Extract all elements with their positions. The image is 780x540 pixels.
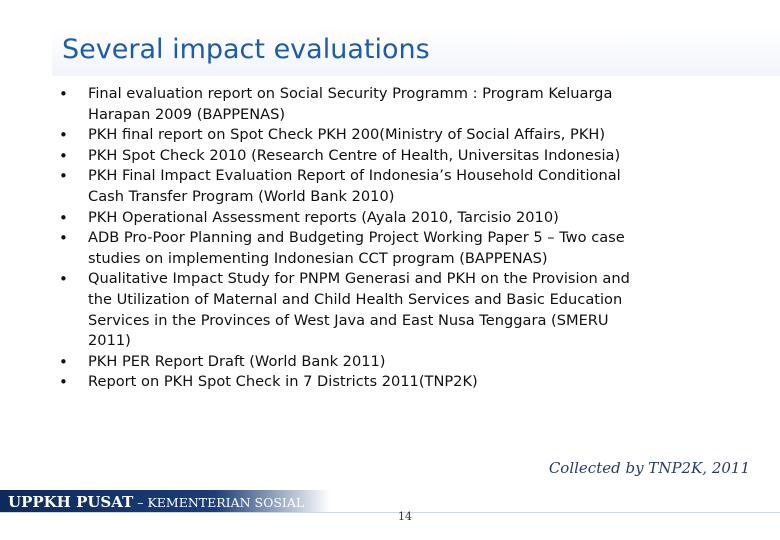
bullet-line: ADB Pro-Poor Planning and Budgeting Proj… xyxy=(88,229,625,247)
footer-org-rest: – KEMENTERIAN SOSIAL xyxy=(133,495,305,510)
bullet-line: Services in the Provinces of West Java a… xyxy=(88,311,609,329)
bullet-line: 2011) xyxy=(88,332,131,350)
bullet-line: Harapan 2009 (BAPPENAS) xyxy=(88,105,286,123)
bullet-line: studies on implementing Indonesian CCT p… xyxy=(88,249,548,267)
slide-title: Several impact evaluations xyxy=(62,34,430,65)
footer-organization: UPPKH PUSAT – KEMENTERIAN SOSIAL xyxy=(8,492,304,511)
bullet-item: Qualitative Impact Study for PNPM Genera… xyxy=(56,269,746,351)
bullet-line: PKH final report on Spot Check PKH 200(M… xyxy=(88,126,606,144)
page-number: 14 xyxy=(398,510,412,523)
footer-bar xyxy=(0,490,330,512)
bullet-line: PKH Final Impact Evaluation Report of In… xyxy=(88,167,621,185)
bullet-item: PKH Final Impact Evaluation Report of In… xyxy=(56,166,746,207)
bullet-line: PKH Spot Check 2010 (Research Centre of … xyxy=(88,146,621,164)
credit-note: Collected by TNP2K, 2011 xyxy=(548,459,750,477)
bullet-list: Final evaluation report on Social Securi… xyxy=(56,84,746,393)
bullet-item: PKH Operational Assessment reports (Ayal… xyxy=(56,208,746,229)
bullet-line: Final evaluation report on Social Securi… xyxy=(88,85,613,102)
title-band xyxy=(52,28,780,76)
bullet-item: PKH Spot Check 2010 (Research Centre of … xyxy=(56,146,746,167)
bullet-line: the Utilization of Maternal and Child He… xyxy=(88,290,623,308)
bullet-line: Qualitative Impact Study for PNPM Genera… xyxy=(88,270,630,288)
bullet-line: Cash Transfer Program (World Bank 2010) xyxy=(88,187,395,205)
bullet-item: ADB Pro-Poor Planning and Budgeting Proj… xyxy=(56,228,746,269)
bullet-item: PKH PER Report Draft (World Bank 2011) xyxy=(56,352,746,373)
bullet-item: Report on PKH Spot Check in 7 Districts … xyxy=(56,372,746,393)
footer-org-bold: UPPKH PUSAT xyxy=(8,493,134,511)
bullet-item: PKH final report on Spot Check PKH 200(M… xyxy=(56,125,746,146)
bullet-line: PKH Operational Assessment reports (Ayal… xyxy=(88,208,559,226)
bullet-item: Final evaluation report on Social Securi… xyxy=(56,84,746,125)
bullet-line: PKH PER Report Draft (World Bank 2011) xyxy=(88,352,386,370)
footer-divider xyxy=(0,512,780,513)
bullet-line: Report on PKH Spot Check in 7 Districts … xyxy=(88,373,478,391)
